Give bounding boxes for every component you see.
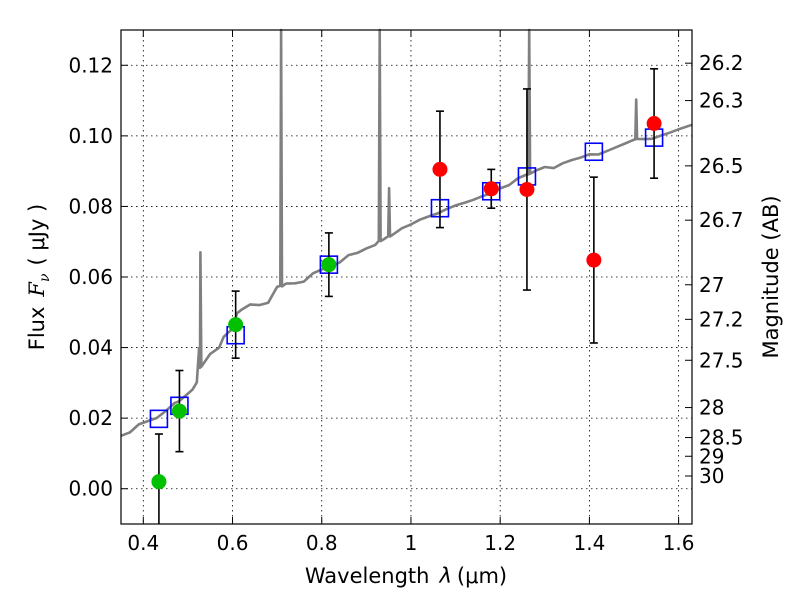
grid: [121, 30, 692, 524]
y-tick-label: 0.04: [68, 336, 113, 360]
right-tick-label: 26.7: [699, 208, 744, 232]
y-tick-label: 0.12: [68, 53, 113, 77]
right-tick-label: 28: [699, 396, 724, 420]
photometry-point: [151, 474, 167, 490]
x-tick-label: 0.4: [127, 531, 159, 555]
photometry-point: [228, 317, 244, 333]
photometry-point: [171, 403, 187, 419]
photometry-point: [321, 257, 337, 273]
right-tick-label: 26.5: [699, 154, 744, 178]
y-axis-label: FluxFν( μJy ): [25, 204, 53, 350]
model-photometry-square: [584, 142, 604, 162]
y-tick-label: 0.10: [68, 124, 113, 148]
right-tick-label: 26.3: [699, 89, 744, 113]
x-tick-label: 1.2: [484, 531, 516, 555]
y-tick-label: 0.08: [68, 194, 113, 218]
x-tick-label: 1.4: [573, 531, 605, 555]
photometry-point: [586, 252, 602, 268]
x-tick-label: 0.8: [306, 531, 338, 555]
ticks: 0.4 0.6 0.8 1 1.2 1.4 1.6 0.00 0.02 0.04 0.06 0.08 0…: [68, 30, 744, 555]
right-tick-label: 27.5: [699, 348, 744, 372]
right-tick-label: 27.2: [699, 307, 744, 331]
marker-layer: [149, 68, 664, 524]
right-tick-label: 26.2: [699, 51, 744, 75]
photometry-point: [646, 116, 662, 132]
spectrum-layer: [120, 28, 693, 438]
x-tick-label: 1: [405, 531, 418, 555]
y-tick-label: 0.06: [68, 265, 113, 289]
right-tick-label: 29: [699, 444, 724, 468]
right-tick-label: 28.5: [699, 426, 744, 450]
right-tick-label: 27: [699, 273, 724, 297]
x-axis-label: Wavelength λ (μm): [305, 564, 507, 588]
spectrum-line: [120, 28, 693, 438]
photometry-point: [483, 181, 499, 197]
photometry-point: [432, 161, 448, 177]
photometry-point: [519, 181, 535, 197]
right-axis-label: Magnitude (AB): [759, 195, 783, 358]
y-tick-label: 0.00: [68, 477, 113, 501]
y-tick-label: 0.02: [68, 406, 113, 430]
x-tick-label: 1.6: [663, 531, 695, 555]
model-photometry-square: [149, 409, 169, 429]
x-tick-label: 0.6: [217, 531, 249, 555]
right-tick-label: 30: [699, 464, 724, 488]
